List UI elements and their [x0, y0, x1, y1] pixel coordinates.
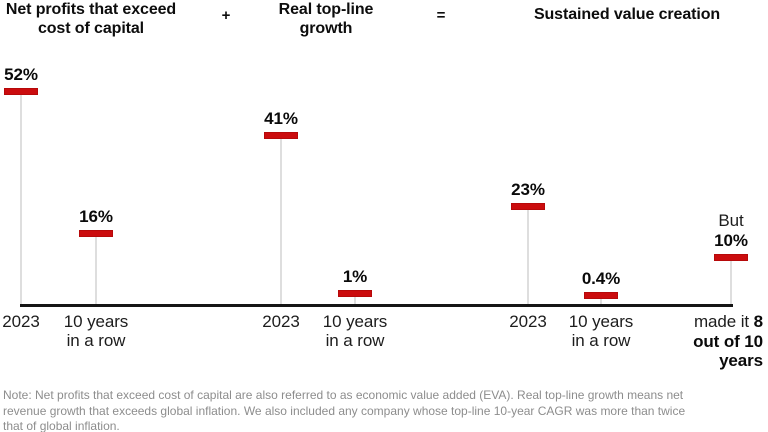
- lollipop-marker: [338, 289, 372, 297]
- lollipop-stem: [280, 135, 282, 307]
- plus-operator: +: [221, 7, 231, 24]
- lollipop-stem: [730, 257, 732, 307]
- footnote-line: Note: Net profits that exceed cost of ca…: [3, 388, 684, 402]
- footnote-line: that of global inflation.: [3, 419, 120, 432]
- value-label: 0.4%: [581, 268, 621, 288]
- footnote: Note: Net profits that exceed cost of ca…: [3, 388, 763, 432]
- value-label-number: 10%: [714, 231, 748, 250]
- lollipop-stem: [600, 295, 602, 307]
- lollipop-marker: [4, 88, 38, 96]
- lollipop-stem: [20, 91, 22, 307]
- x-axis-label: 10 years in a row: [63, 312, 129, 350]
- group-title-real-topline-growth: Real top-line growth: [278, 1, 374, 37]
- lollipop-stem: [527, 206, 529, 307]
- x-axis-label: 2023: [262, 312, 300, 331]
- lollipop-marker: [584, 291, 618, 299]
- x-axis-label-regular-part: made it: [693, 312, 754, 331]
- value-label-prefix: But: [718, 211, 744, 230]
- value-label: 16%: [79, 207, 113, 227]
- value-label: 52%: [4, 65, 38, 85]
- x-axis-label: 10 years in a row: [568, 312, 634, 350]
- lollipop-stem: [354, 293, 356, 307]
- value-label: But 10%: [671, 211, 768, 251]
- lollipop-marker: [79, 230, 113, 238]
- lollipop-marker: [511, 202, 545, 210]
- x-axis-label-made-it: made it 8 out of 10 years: [679, 312, 763, 371]
- value-label: 1%: [342, 266, 368, 286]
- x-axis-line: [20, 304, 733, 307]
- footnote-line: revenue growth that exceeds global infla…: [3, 403, 686, 418]
- value-label: 41%: [264, 108, 298, 128]
- x-axis-label: 2023: [2, 312, 40, 331]
- equals-operator: =: [436, 7, 446, 24]
- x-axis-label: 2023: [509, 312, 547, 331]
- group-title-net-profits: Net profits that exceed cost of capital: [5, 1, 177, 37]
- x-axis-label: 10 years in a row: [322, 312, 388, 350]
- lollipop-marker: [264, 131, 298, 139]
- x-axis-label-bold-part: 8 out of 10 years: [693, 312, 763, 370]
- value-label: 23%: [511, 179, 545, 199]
- lollipop-stem: [95, 233, 97, 307]
- group-title-sustained-value-creation: Sustained value creation: [533, 6, 721, 23]
- lollipop-marker: [714, 254, 748, 261]
